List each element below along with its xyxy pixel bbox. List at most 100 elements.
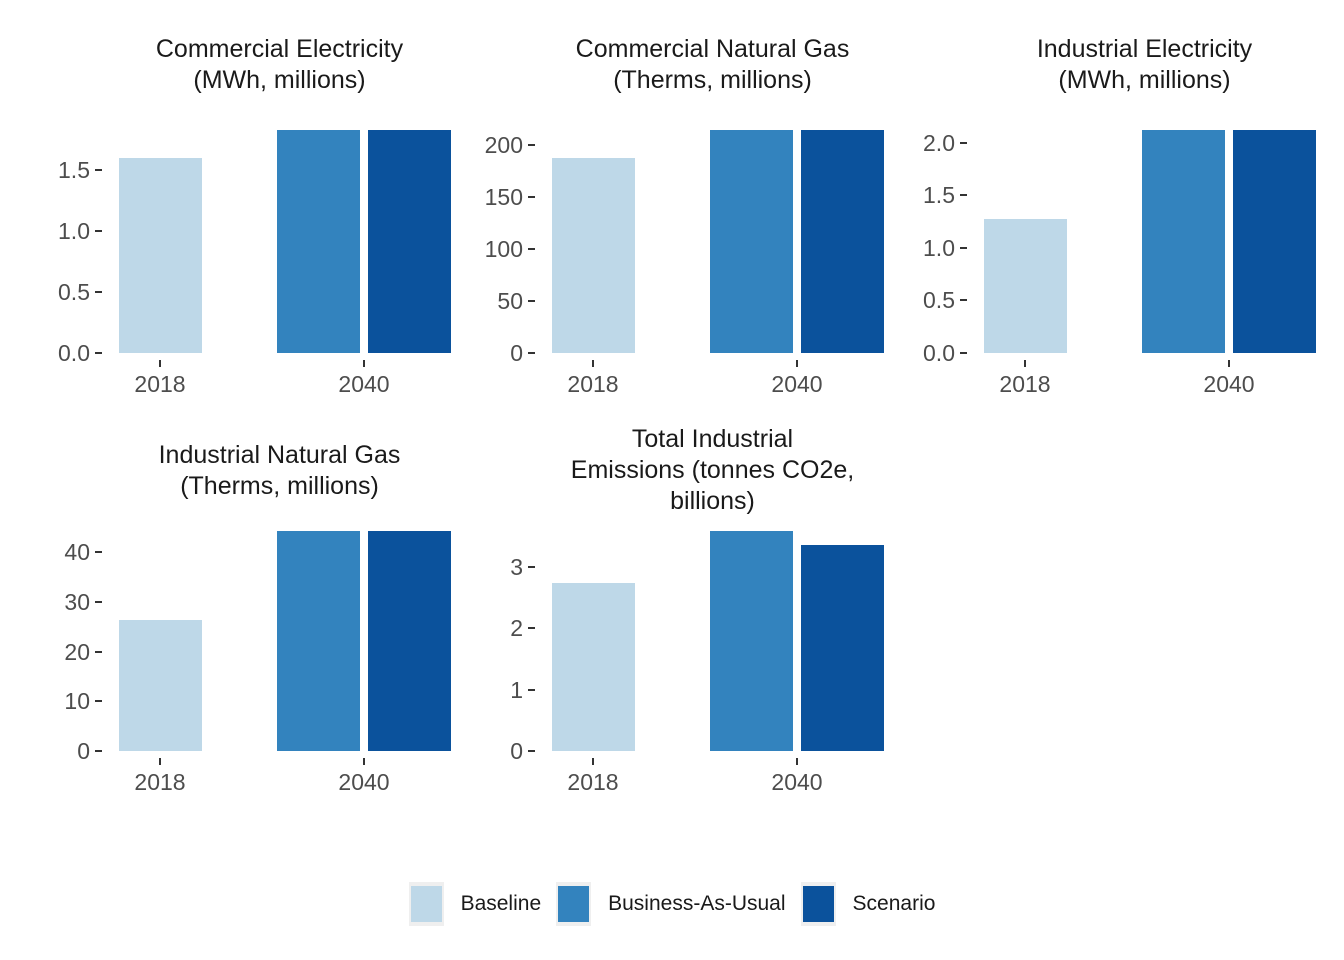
y-tick-mark: [528, 196, 535, 198]
y-tick-mark: [960, 247, 967, 249]
y-tick-label: 3: [510, 554, 523, 580]
x-tick-label: 2018: [567, 769, 619, 795]
y-tick-label: 0.5: [58, 279, 90, 305]
x-tick-mark: [592, 360, 594, 367]
plot-area: [972, 130, 1317, 353]
x-tick-label: 2018: [134, 371, 186, 397]
legend-color-swatch: [802, 886, 834, 922]
y-tick-mark: [95, 291, 102, 293]
x-tick-mark: [1228, 360, 1230, 367]
y-tick-mark: [95, 352, 102, 354]
facet-commercial-electricity: Commercial Electricity (MWh, millions) 0.0…: [0, 0, 452, 413]
facet-title-line: Commercial Natural Gas: [575, 35, 850, 63]
facet-title-line: billions): [670, 487, 755, 515]
x-tick-mark: [363, 758, 365, 765]
bar-scenario-2040: [368, 130, 451, 353]
y-tick-label: 30: [64, 589, 90, 615]
y-tick-label: 0.0: [58, 340, 90, 366]
bar-baseline-2018: [984, 219, 1067, 353]
x-tick-mark: [796, 758, 798, 765]
facet-title-line: Emissions (tonnes CO2e,: [570, 456, 855, 484]
y-tick-mark: [95, 169, 102, 171]
bar-baseline-2018: [552, 158, 635, 353]
y-tick-label: 0: [77, 738, 90, 764]
legend-label: Baseline: [460, 892, 542, 915]
plot-area: [107, 130, 452, 353]
y-tick-mark: [528, 352, 535, 354]
bar-business-as-usual-2040: [277, 531, 360, 751]
facet-title-line: Industrial Natural Gas: [158, 440, 401, 469]
y-tick-mark: [528, 566, 535, 568]
y-tick-mark: [95, 551, 102, 553]
y-tick-label: 1.0: [923, 235, 955, 261]
y-tick-label: 0: [510, 738, 523, 764]
y-tick-mark: [960, 352, 967, 354]
plot-area: [540, 531, 885, 751]
bar-business-as-usual-2040: [710, 130, 793, 353]
y-tick-label: 0.0: [923, 340, 955, 366]
facet-title-line: (MWh, millions): [1058, 66, 1231, 94]
legend-label: Scenario: [852, 892, 936, 915]
x-tick-label: 2040: [771, 769, 823, 795]
y-tick-label: 1.0: [58, 218, 90, 244]
facet-title: Commercial Electricity (MWh, millions): [107, 0, 452, 130]
y-tick-label: 1: [510, 677, 523, 703]
legend-key: [408, 882, 444, 926]
y-tick-label: 10: [64, 688, 90, 714]
y-tick-label: 2: [510, 615, 523, 641]
legend-item-scenario: Scenario: [800, 882, 936, 926]
x-tick-mark: [796, 360, 798, 367]
x-tick-label: 2018: [134, 769, 186, 795]
bar-scenario-2040: [801, 545, 884, 751]
facet-industrial-electricity: Industrial Electricity (MWh, millions) 0.0…: [896, 0, 1344, 413]
y-tick-mark: [528, 689, 535, 691]
y-tick-mark: [960, 194, 967, 196]
facet-commercial-natural-gas: Commercial Natural Gas (Therms, millions)…: [448, 0, 896, 413]
y-tick-label: 1.5: [923, 182, 955, 208]
x-tick-label: 2040: [338, 769, 390, 795]
y-tick-mark: [95, 750, 102, 752]
legend-color-swatch: [558, 886, 590, 922]
facet-title-line: Total Industrial: [631, 425, 794, 453]
x-tick-mark: [363, 360, 365, 367]
legend-key: [556, 882, 592, 926]
legend-label: Business-As-Usual: [608, 892, 786, 915]
y-tick-label: 0: [510, 340, 523, 366]
y-tick-label: 40: [64, 539, 90, 565]
y-tick-mark: [528, 248, 535, 250]
facet-title-line: (Therms, millions): [613, 66, 812, 94]
legend-item-business-as-usual: Business-As-Usual: [556, 882, 786, 926]
y-tick-mark: [95, 651, 102, 653]
facet-total-industrial-emissions: Total Industrial Emissions (tonnes CO2e, b…: [448, 410, 896, 811]
x-tick-label: 2040: [1203, 371, 1255, 397]
y-tick-label: 20: [64, 639, 90, 665]
facet-title: Industrial Natural Gas (Therms, millions): [107, 410, 452, 531]
y-tick-mark: [960, 299, 967, 301]
y-tick-mark: [95, 700, 102, 702]
facet-title-line: (Therms, millions): [180, 471, 379, 500]
bar-scenario-2040: [801, 130, 884, 353]
y-tick-label: 0.5: [923, 287, 955, 313]
y-tick-mark: [95, 230, 102, 232]
y-tick-label: 200: [484, 132, 523, 158]
bar-scenario-2040: [368, 531, 451, 751]
bar-business-as-usual-2040: [710, 531, 793, 751]
y-tick-mark: [528, 144, 535, 146]
facet-title-line: Industrial Electricity: [1036, 35, 1253, 63]
x-tick-mark: [592, 758, 594, 765]
plot-area: [540, 130, 885, 353]
facet-title: Total Industrial Emissions (tonnes CO2e, b…: [540, 410, 885, 531]
x-tick-mark: [159, 360, 161, 367]
legend: Baseline Business-As-Usual Scenario: [0, 879, 1344, 929]
bar-business-as-usual-2040: [1142, 130, 1225, 353]
bar-business-as-usual-2040: [277, 130, 360, 353]
y-tick-mark: [528, 300, 535, 302]
y-tick-mark: [960, 142, 967, 144]
bar-scenario-2040: [1233, 130, 1316, 353]
x-tick-label: 2018: [999, 371, 1051, 397]
x-tick-label: 2040: [771, 371, 823, 397]
y-tick-label: 100: [484, 236, 523, 262]
y-tick-label: 50: [497, 288, 523, 314]
plot-area: [107, 531, 452, 751]
y-tick-mark: [528, 627, 535, 629]
